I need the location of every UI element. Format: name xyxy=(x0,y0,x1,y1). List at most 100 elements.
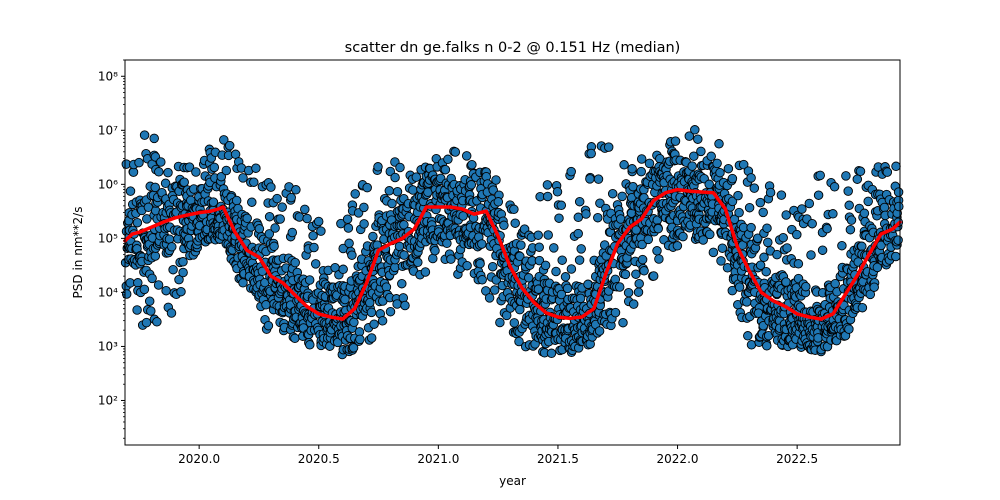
scatter-point xyxy=(238,278,248,288)
scatter-point xyxy=(859,208,870,219)
scatter-point xyxy=(411,172,422,182)
scatter-point xyxy=(634,278,644,289)
scatter-point xyxy=(178,267,188,278)
scatter-point xyxy=(797,204,807,214)
scatter-point xyxy=(163,167,173,178)
scatter-point xyxy=(141,317,152,328)
scatter-point xyxy=(619,160,629,170)
scatter-point xyxy=(627,164,637,174)
scatter-point xyxy=(806,250,816,260)
scatter-point xyxy=(420,267,431,277)
scatter-point xyxy=(209,162,220,173)
scatter-point xyxy=(264,211,275,222)
scatter-point xyxy=(430,245,440,256)
scatter-point xyxy=(793,259,804,269)
scatter-point xyxy=(759,252,769,263)
scatter-point xyxy=(251,163,261,173)
scatter-point xyxy=(761,266,771,277)
scatter-point xyxy=(894,201,904,212)
scatter-point xyxy=(302,213,312,224)
scatter-point xyxy=(652,246,662,256)
scatter-point xyxy=(308,230,318,241)
scatter-point xyxy=(603,142,614,152)
scatter-point xyxy=(516,240,526,250)
scatter-point xyxy=(706,151,716,162)
scatter-point xyxy=(643,234,654,245)
scatter-point xyxy=(542,191,553,202)
scatter-point xyxy=(637,239,647,250)
scatter-point xyxy=(477,239,487,249)
scatter-point xyxy=(653,223,663,234)
scatter-point xyxy=(286,192,296,203)
scatter-point xyxy=(368,231,378,242)
scatter-point xyxy=(166,308,177,318)
scatter-point xyxy=(716,256,726,266)
scatter-point xyxy=(546,348,557,359)
scatter-point xyxy=(392,186,403,197)
scatter-point xyxy=(618,317,628,328)
scatter-point xyxy=(269,241,279,252)
scatter-point xyxy=(238,173,248,183)
scatter-point xyxy=(617,191,627,202)
scatter-point xyxy=(610,307,621,318)
scatter-point xyxy=(648,271,659,281)
scatter-point xyxy=(637,254,648,265)
scatter-point xyxy=(708,247,719,258)
y-tick-label: 10³ xyxy=(98,339,118,353)
scatter-point xyxy=(776,190,787,200)
scatter-point xyxy=(717,243,728,253)
scatter-point xyxy=(734,282,745,292)
scatter-point xyxy=(593,174,604,184)
scatter-point xyxy=(365,297,375,308)
scatter-point xyxy=(176,286,186,297)
scatter-point xyxy=(399,250,409,260)
scatter-point xyxy=(574,255,585,265)
scatter-point xyxy=(510,218,520,228)
y-tick-label: 10² xyxy=(98,393,118,407)
scatter-point xyxy=(152,317,162,327)
scatter-point xyxy=(534,242,544,252)
scatter-point xyxy=(533,230,543,240)
scatter-point xyxy=(349,317,359,328)
scatter-point xyxy=(882,167,893,177)
scatter-point xyxy=(557,255,567,265)
scatter-point xyxy=(772,249,782,260)
scatter-point xyxy=(160,178,171,189)
scatter-point xyxy=(139,130,150,140)
scatter-point xyxy=(749,183,760,193)
scatter-point xyxy=(495,317,505,328)
scatter-point xyxy=(442,238,452,249)
scatter-point xyxy=(552,187,563,197)
scatter-point xyxy=(829,182,840,192)
scatter-point xyxy=(168,264,178,275)
scatter-point xyxy=(390,172,400,183)
scatter-point xyxy=(822,223,832,234)
scatter-point xyxy=(723,163,734,174)
scatter-point xyxy=(714,139,724,149)
scatter-point xyxy=(689,151,699,161)
scatter-point xyxy=(758,207,768,218)
scatter-point xyxy=(161,285,171,296)
scatter-point xyxy=(636,166,646,177)
scatter-point xyxy=(654,254,664,264)
scatter-point xyxy=(477,275,487,285)
scatter-point xyxy=(742,297,752,307)
scatter-point xyxy=(224,140,235,151)
scatter-point xyxy=(287,227,298,238)
scatter-point xyxy=(394,241,405,252)
scatter-point xyxy=(350,189,360,199)
scatter-point xyxy=(413,257,423,268)
y-axis-label: PSD in nm**2/s xyxy=(71,207,85,299)
scatter-point xyxy=(628,181,638,192)
scatter-point xyxy=(359,202,369,213)
scatter-point xyxy=(817,245,828,255)
scatter-point xyxy=(221,165,232,176)
scatter-point xyxy=(515,251,525,262)
scatter-point xyxy=(263,320,274,331)
scatter-point xyxy=(614,282,625,292)
scatter-point xyxy=(385,306,396,317)
scatter-point xyxy=(395,162,405,173)
scatter-point xyxy=(156,157,166,167)
scatter-point xyxy=(705,229,715,240)
scatter-point xyxy=(340,294,350,305)
